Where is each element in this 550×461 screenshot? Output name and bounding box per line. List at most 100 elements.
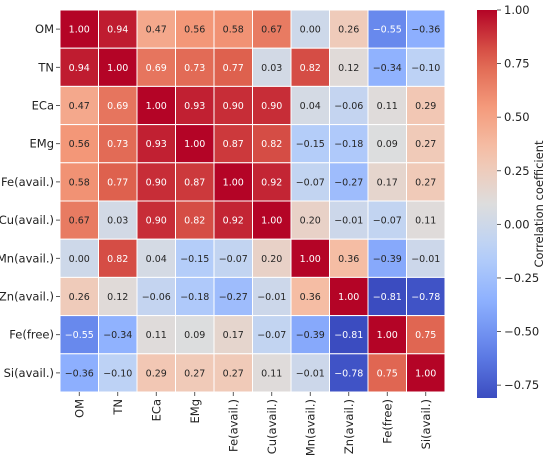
cell-value-label: 0.04 xyxy=(300,101,321,112)
row-label: TN xyxy=(37,60,54,74)
cell-value-label: −0.07 xyxy=(373,216,402,227)
heatmap-cell xyxy=(98,85,138,126)
cell-value-label: 0.29 xyxy=(146,368,167,379)
cell-value-label: 0.69 xyxy=(146,63,167,74)
cell-value-label: 0.67 xyxy=(261,25,282,36)
cell-value-label: 0.47 xyxy=(69,101,90,112)
cell-value-label: 0.26 xyxy=(69,292,90,303)
row-label: Cu(avail.) xyxy=(0,213,54,227)
colorbar-tick-label: −0.75 xyxy=(504,378,539,392)
cell-value-label: 0.20 xyxy=(300,216,321,227)
cell-value-label: −0.07 xyxy=(219,254,248,265)
cell-value-label: 0.56 xyxy=(69,139,90,150)
colorbar-tick-label: 0.50 xyxy=(504,110,530,124)
cell-value-label: 0.47 xyxy=(146,25,167,36)
heatmap-cell xyxy=(367,353,407,393)
cell-value-label: 0.11 xyxy=(146,330,167,341)
cell-value-label: −0.36 xyxy=(411,25,440,36)
heatmap-cell xyxy=(329,9,369,49)
heatmap-cell xyxy=(252,162,292,202)
cell-value-label: −0.34 xyxy=(373,63,402,74)
cell-value-label: 1.00 xyxy=(377,330,398,341)
cell-value-label: 0.12 xyxy=(107,292,128,303)
heatmap-cell xyxy=(329,162,369,202)
column-label: Fe(free) xyxy=(380,399,394,444)
heatmap-cell xyxy=(406,315,446,355)
heatmap-cell xyxy=(136,276,176,317)
heatmap-cell xyxy=(290,315,330,355)
cell-value-label: 0.36 xyxy=(300,292,321,303)
cell-value-label: −0.10 xyxy=(103,368,132,379)
column-label: Fe(avail.) xyxy=(226,399,240,452)
cell-value-label: −0.39 xyxy=(373,254,402,265)
heatmap-cell xyxy=(98,9,138,49)
heatmap-cell xyxy=(213,315,253,355)
cell-value-label: 0.27 xyxy=(184,368,205,379)
cell-value-label: −0.78 xyxy=(411,292,440,303)
heatmap-cell xyxy=(406,276,446,317)
cell-value-label: 0.82 xyxy=(107,254,128,265)
cell-value-label: 0.09 xyxy=(377,139,398,150)
heatmap-cell xyxy=(252,200,292,240)
cell-value-label: 0.04 xyxy=(146,254,167,265)
cell-value-label: 0.69 xyxy=(107,101,128,112)
heatmap-cell xyxy=(175,238,215,278)
cell-value-label: 0.11 xyxy=(415,216,436,227)
colorbar-ticks: 1.00 0.75 0.50 0.25 0.00 −0.25 −0.50 −0.75 xyxy=(497,3,539,392)
column-label: Si(avail.) xyxy=(419,399,433,449)
heatmap-cell xyxy=(59,353,99,393)
heatmap-cell xyxy=(406,124,446,164)
heatmap-cell xyxy=(175,276,215,317)
cell-value-label: −0.81 xyxy=(373,292,402,303)
cell-value-label: 0.27 xyxy=(415,139,436,150)
heatmap-cell xyxy=(329,353,369,393)
cell-value-label: 0.12 xyxy=(338,63,359,74)
colorbar-tick-label: 1.00 xyxy=(504,3,530,17)
cell-value-label: 0.58 xyxy=(223,25,244,36)
heatmap-cell xyxy=(136,315,176,355)
cell-value-label: 0.56 xyxy=(184,25,205,36)
column-label: OM xyxy=(72,399,86,418)
heatmap-cell xyxy=(98,315,138,355)
cell-value-label: 0.17 xyxy=(377,177,398,188)
heatmap-cells xyxy=(59,9,446,393)
cell-value-label: 1.00 xyxy=(69,25,90,36)
cell-value-label: 0.00 xyxy=(300,25,321,36)
heatmap-cell xyxy=(367,238,407,278)
heatmap-cell xyxy=(367,276,407,317)
cell-value-label: 0.77 xyxy=(223,63,244,74)
heatmap-cell xyxy=(290,276,330,317)
heatmap-cell xyxy=(213,200,253,240)
heatmap-cell xyxy=(367,162,407,202)
cell-value-label: 0.27 xyxy=(223,368,244,379)
colorbar-tick-label: 0.75 xyxy=(504,57,530,71)
heatmap-cell xyxy=(329,315,369,355)
cell-value-label: −0.01 xyxy=(257,292,286,303)
heatmap-cell xyxy=(406,9,446,49)
heatmap-cell xyxy=(252,47,292,87)
heatmap-cell xyxy=(59,200,99,240)
row-label: Mn(avail.) xyxy=(0,251,54,265)
cell-value-label: −0.81 xyxy=(334,330,363,341)
heatmap-cell xyxy=(59,124,99,164)
heatmap-cell xyxy=(406,238,446,278)
cell-value-label: 0.67 xyxy=(69,216,90,227)
heatmap-cell xyxy=(252,124,292,164)
cell-value-label: 0.90 xyxy=(146,177,167,188)
heatmap-cell xyxy=(59,238,99,278)
colorbar-label: Correlation coefficient xyxy=(532,140,546,268)
cell-value-label: −0.10 xyxy=(411,63,440,74)
heatmap-cell xyxy=(329,85,369,126)
cell-value-label: −0.39 xyxy=(296,330,325,341)
heatmap-cell xyxy=(367,315,407,355)
heatmap-cell xyxy=(290,85,330,126)
column-label: Cu(avail.) xyxy=(265,399,279,454)
row-label: Si(avail.) xyxy=(4,366,54,380)
cell-value-label: 1.00 xyxy=(146,101,167,112)
cell-value-label: 0.92 xyxy=(261,177,282,188)
cell-value-label: 0.77 xyxy=(107,177,128,188)
cell-value-label: −0.34 xyxy=(103,330,132,341)
cell-value-label: 0.36 xyxy=(338,254,359,265)
colorbar-tick-label: −0.25 xyxy=(504,271,539,285)
cell-value-label: 0.93 xyxy=(184,101,205,112)
